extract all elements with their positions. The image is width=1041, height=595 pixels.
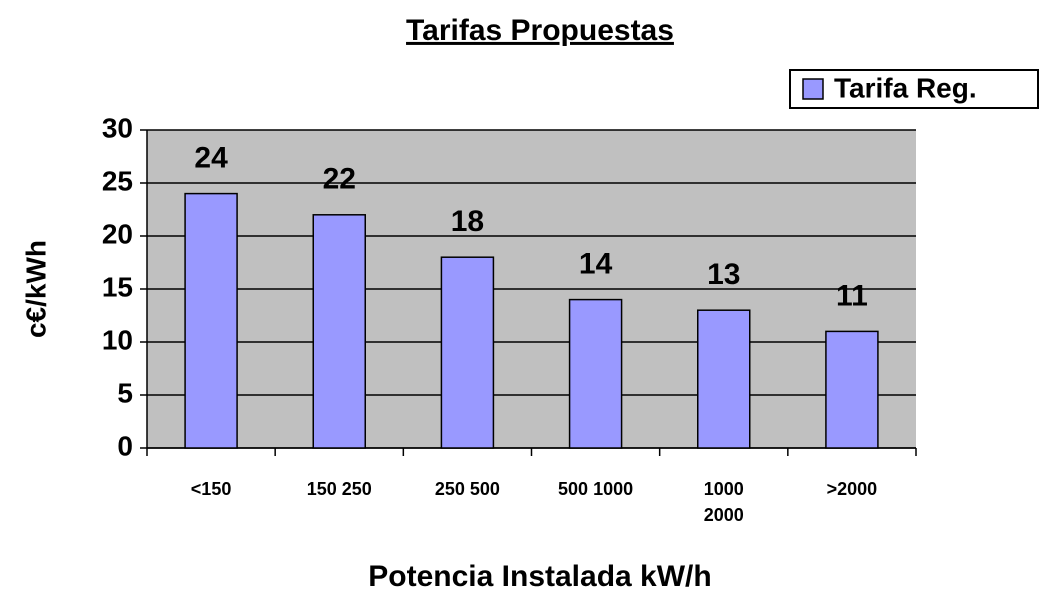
data-label: 22 — [323, 163, 356, 196]
x-tick-label: 150 250 — [306, 479, 372, 499]
chart-title: Tarifas Propuestas — [406, 14, 674, 47]
x-tick-label: 1000 2000 — [703, 479, 744, 525]
y-axis-title: c€/kWh — [20, 240, 51, 338]
y-tick-label: 5 — [117, 377, 133, 408]
x-tick-label: <150 — [190, 479, 232, 499]
y-tick-label: 0 — [117, 430, 133, 461]
y-tick-label: 15 — [102, 271, 133, 302]
bar — [568, 298, 623, 449]
data-label: 18 — [451, 205, 484, 238]
y-tick-label: 30 — [102, 112, 133, 143]
y-tick-label: 10 — [102, 324, 133, 355]
x-tick-label: >2000 — [826, 479, 878, 499]
data-label: 14 — [579, 248, 613, 281]
data-label: 24 — [194, 142, 228, 175]
x-tick-label: 250 500 — [434, 479, 500, 499]
x-axis-title: Potencia Instalada kW/h — [368, 560, 711, 593]
data-label: 13 — [707, 258, 740, 291]
bar — [440, 256, 495, 449]
legend-swatch — [802, 78, 824, 100]
bar — [825, 330, 879, 449]
x-tick-label: 500 1000 — [558, 479, 634, 499]
data-label: 11 — [836, 279, 868, 312]
bar — [184, 192, 238, 449]
legend-label: Tarifa Reg. — [834, 72, 977, 103]
y-tick-label: 20 — [102, 218, 133, 249]
bar — [312, 214, 366, 449]
legend-box — [789, 69, 1039, 109]
y-tick-label: 25 — [102, 165, 133, 196]
bar — [697, 309, 751, 449]
